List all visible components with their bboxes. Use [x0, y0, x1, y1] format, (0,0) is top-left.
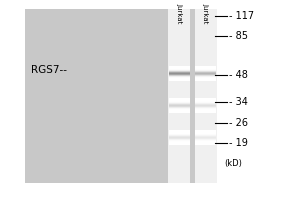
Text: - 85: - 85 [229, 31, 248, 41]
Bar [195, 9, 217, 183]
Text: - 117: - 117 [229, 11, 254, 21]
Text: Jurkat: Jurkat [176, 3, 182, 24]
Bar [168, 9, 190, 183]
Text: Jurkat: Jurkat [203, 3, 209, 24]
Text: (kD): (kD) [224, 159, 242, 168]
Text: - 48: - 48 [229, 70, 248, 80]
Text: - 26: - 26 [229, 118, 248, 128]
Bar [25, 9, 203, 183]
Text: - 19: - 19 [229, 138, 248, 148]
Text: - 34: - 34 [229, 97, 248, 107]
Text: RGS7--: RGS7-- [31, 65, 67, 75]
